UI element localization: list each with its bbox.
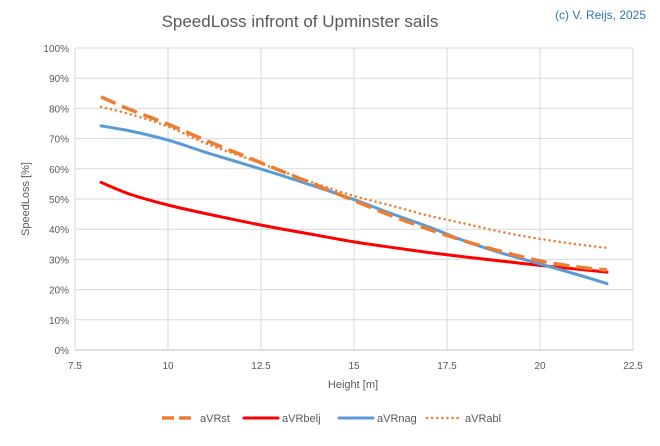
y-tick-label: 100% (43, 44, 69, 55)
series-line-avrbelj (99, 180, 609, 274)
legend: aVRst aVRbelj aVRnag aVRabl (162, 413, 501, 425)
y-tick-label: 80% (49, 104, 69, 115)
chart-title: SpeedLoss infront of Upminster sails (162, 12, 439, 31)
axes: 0% 10% 20% 30% 40% 50% 60% 70% 80% 90% 100% 7.5 10 12… (43, 44, 643, 372)
y-tick-label: 70% (49, 135, 69, 146)
y-tick-label: 50% (49, 195, 69, 206)
series-line-avrst (100, 95, 608, 272)
x-tick-label: 20 (534, 361, 546, 372)
legend-label-avrabl: aVRabl (465, 413, 501, 425)
x-tick-label: 10 (162, 361, 174, 372)
y-tick-label: 40% (49, 225, 69, 236)
series-lines (99, 95, 609, 286)
series-line-avrnag (99, 124, 609, 286)
series-line-avrabl (99, 105, 609, 250)
y-tick-label: 10% (49, 316, 69, 327)
x-axis-label: Height [m] (328, 379, 378, 391)
y-tick-label: 60% (49, 165, 69, 176)
y-tick-label: 0% (55, 346, 70, 357)
x-tick-label: 17.5 (437, 361, 457, 372)
legend-label-avrst: aVRst (200, 413, 230, 425)
y-tick-label: 90% (49, 74, 69, 85)
x-tick-label: 12.5 (251, 361, 271, 372)
y-tick-label: 30% (49, 255, 69, 266)
x-tick-label: 15 (348, 361, 360, 372)
y-axis-label: SpeedLoss [%] (20, 162, 32, 236)
x-tick-label: 22.5 (623, 361, 643, 372)
copyright-note: (c) V. Reijs, 2025 (555, 8, 646, 22)
x-tick-label: 7.5 (68, 361, 82, 372)
legend-label-avrbelj: aVRbelj (282, 413, 321, 425)
legend-label-avrnag: aVRnag (377, 413, 417, 425)
y-tick-label: 20% (49, 286, 69, 297)
